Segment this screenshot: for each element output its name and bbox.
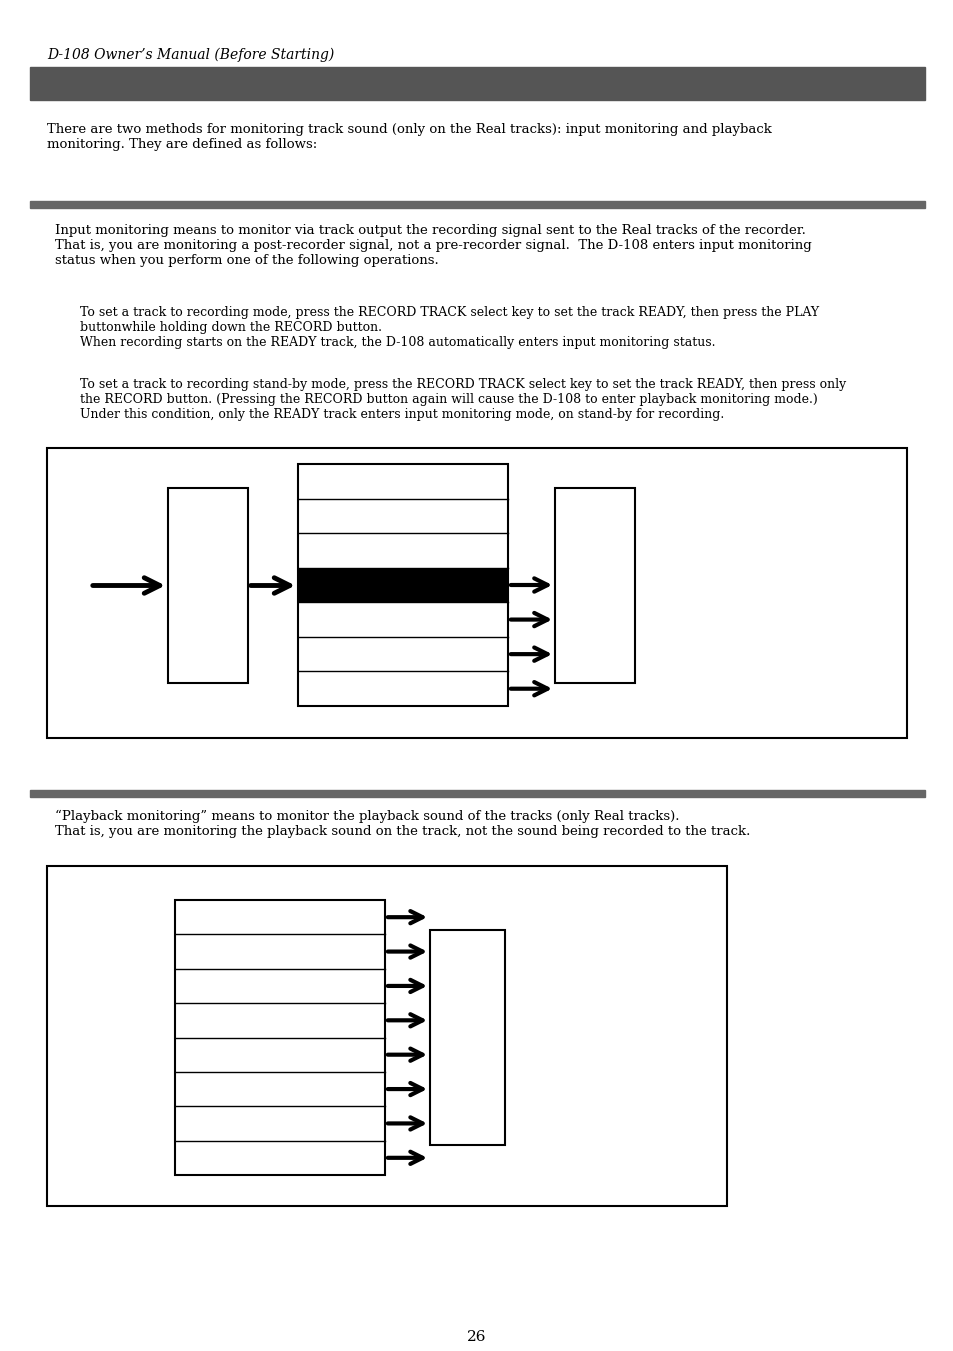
Bar bbox=[168, 488, 248, 684]
Bar bbox=[297, 463, 507, 707]
Text: D-108 Owner’s Manual (Before Starting): D-108 Owner’s Manual (Before Starting) bbox=[47, 49, 334, 62]
Text: 26: 26 bbox=[467, 1329, 486, 1344]
Text: To set a track to recording stand-by mode, press the RECORD TRACK select key to : To set a track to recording stand-by mod… bbox=[80, 378, 845, 422]
Bar bbox=[30, 201, 924, 208]
Bar bbox=[430, 929, 504, 1146]
Bar bbox=[297, 567, 507, 603]
Text: To set a track to recording mode, press the RECORD TRACK select key to set the t: To set a track to recording mode, press … bbox=[80, 305, 819, 349]
Bar bbox=[174, 900, 385, 1175]
Bar bbox=[30, 68, 924, 100]
Bar bbox=[47, 866, 726, 1206]
Text: “Playback monitoring” means to monitor the playback sound of the tracks (only Re: “Playback monitoring” means to monitor t… bbox=[55, 811, 750, 838]
Text: Input monitoring means to monitor via track output the recording signal sent to : Input monitoring means to monitor via tr… bbox=[55, 224, 811, 267]
Text: There are two methods for monitoring track sound (only on the Real tracks): inpu: There are two methods for monitoring tra… bbox=[47, 123, 771, 151]
Bar bbox=[555, 488, 635, 684]
Bar bbox=[30, 790, 924, 797]
Bar bbox=[47, 449, 906, 738]
